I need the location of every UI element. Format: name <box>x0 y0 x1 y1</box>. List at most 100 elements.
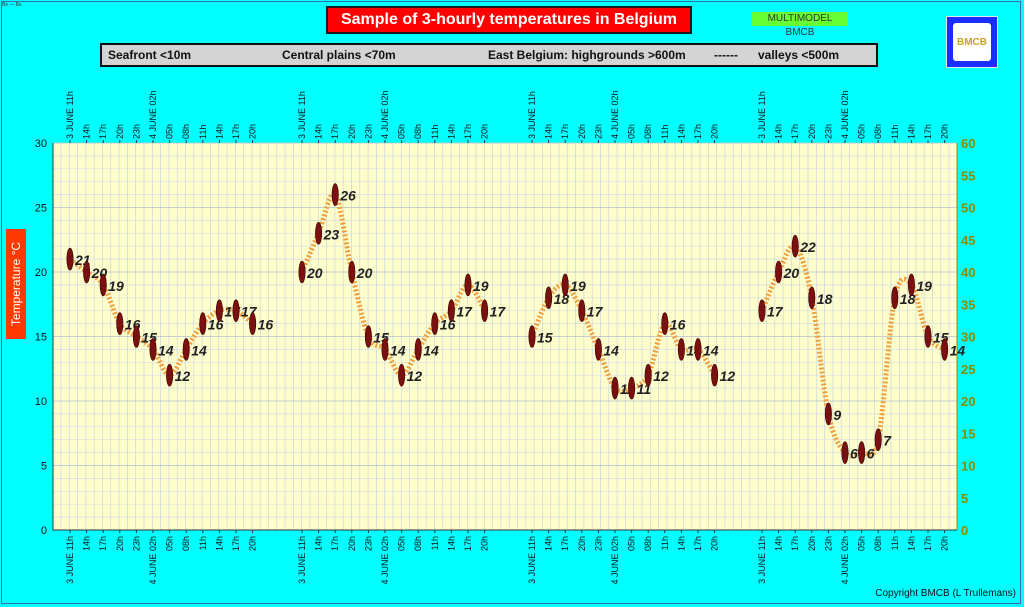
time-label-top: 11h <box>430 125 440 139</box>
legend-east: East Belgium: highgrounds >600m <box>488 48 686 62</box>
time-label-top: 17h <box>98 124 108 139</box>
time-label-bottom: 4 JUNE 02h <box>148 536 158 585</box>
data-point <box>414 338 422 361</box>
data-point <box>891 286 899 310</box>
data-point <box>249 312 257 335</box>
time-label-top: 17h <box>330 124 340 139</box>
time-label-top: 17h <box>923 124 933 139</box>
data-point <box>594 338 602 361</box>
data-point <box>545 286 553 310</box>
y2-tick-label: 30 <box>961 330 975 345</box>
data-point <box>166 363 174 387</box>
bmcb-logo: BMCB <box>946 16 998 68</box>
time-label-bottom: 05h <box>165 536 175 551</box>
data-point <box>132 325 140 348</box>
data-label: 20 <box>356 265 373 281</box>
time-label-top: 08h <box>643 124 653 139</box>
data-point <box>431 312 439 335</box>
data-point <box>941 338 949 361</box>
time-label-bottom: 4 JUNE 02h <box>840 536 850 585</box>
time-label-bottom: 23h <box>823 536 833 551</box>
data-label: 9 <box>833 407 841 423</box>
time-label-top: 23h <box>823 124 833 139</box>
data-point <box>644 363 652 387</box>
time-label-top: 20h <box>940 124 950 139</box>
time-label-top: 14h <box>774 124 784 139</box>
legend-central: Central plains <70m <box>282 48 396 62</box>
data-label: 16 <box>258 317 274 333</box>
data-point <box>694 338 702 361</box>
legend-bar: Seafront <10m Central plains <70m East B… <box>100 43 878 67</box>
y2-tick-label: 5 <box>961 491 968 506</box>
time-label-bottom: 14h <box>544 536 554 551</box>
time-label-top: 17h <box>560 124 570 139</box>
time-label-bottom: 3 JUNE 11h <box>65 536 75 584</box>
data-point <box>232 299 240 323</box>
time-label-bottom: 14h <box>314 536 324 551</box>
data-point <box>611 376 619 400</box>
data-point <box>398 363 406 387</box>
data-point <box>528 325 536 348</box>
data-point <box>578 299 586 323</box>
time-label-top: 05h <box>397 124 407 139</box>
data-point <box>348 260 356 284</box>
data-label: 17 <box>456 304 473 320</box>
data-point <box>364 325 372 348</box>
y2-tick-label: 10 <box>961 459 975 474</box>
time-label-bottom: 14h <box>214 536 224 551</box>
time-label-bottom: 3 JUNE 11h <box>297 536 307 584</box>
time-label-bottom: 20h <box>710 536 720 551</box>
data-label: 14 <box>423 342 439 358</box>
time-label-top: 11h <box>890 125 900 139</box>
y-axis-label-box: Temperature °C <box>6 229 26 339</box>
data-point <box>481 299 489 323</box>
data-label: 6 <box>850 446 858 462</box>
data-point <box>711 363 719 387</box>
time-label-top: 20h <box>710 124 720 139</box>
time-label-top: 05h <box>165 124 175 139</box>
data-label: 19 <box>473 278 489 294</box>
data-point <box>677 338 685 361</box>
time-label-top: 17h <box>463 124 473 139</box>
time-label-top: 08h <box>413 124 423 139</box>
data-label: 14 <box>703 342 719 358</box>
time-label-bottom: 14h <box>676 536 686 551</box>
data-point <box>628 376 636 400</box>
y-tick-label: 15 <box>35 332 47 344</box>
time-label-bottom: 11h <box>890 536 900 550</box>
data-point <box>116 312 124 335</box>
time-label-top: 05h <box>857 124 867 139</box>
time-label-top: 23h <box>131 124 141 139</box>
time-label-top: 17h <box>790 124 800 139</box>
y-tick-label: 0 <box>41 525 47 537</box>
time-label-top: 05h <box>627 124 637 139</box>
time-label-top: 4 JUNE 02h <box>148 90 158 139</box>
data-point <box>66 247 74 271</box>
time-label-bottom: 11h <box>198 536 208 550</box>
data-label: 7 <box>883 433 892 449</box>
multimodel-tag: MULTIMODEL BMCB <box>752 12 848 38</box>
time-label-bottom: 23h <box>593 536 603 551</box>
data-label: 19 <box>916 278 932 294</box>
time-label-top: 3 JUNE 11h <box>757 91 767 139</box>
time-label-bottom: 17h <box>463 536 473 551</box>
time-label-bottom: 20h <box>248 536 258 551</box>
y2-tick-label: 20 <box>961 394 975 409</box>
time-label-bottom: 17h <box>923 536 933 551</box>
time-label-top: 14h <box>676 124 686 139</box>
data-label: 12 <box>175 368 191 384</box>
data-point <box>858 441 866 464</box>
data-label: 12 <box>407 368 423 384</box>
time-label-top: 14h <box>214 124 224 139</box>
data-label: 12 <box>653 368 669 384</box>
data-point <box>561 273 569 297</box>
y-tick-label: 30 <box>35 138 47 150</box>
chart-title: Sample of 3-hourly temperatures in Belgi… <box>326 6 692 34</box>
data-label: 17 <box>490 304 507 320</box>
data-label: 19 <box>570 278 586 294</box>
data-label: 20 <box>306 265 323 281</box>
time-label-bottom: 4 JUNE 02h <box>380 536 390 585</box>
legend-seafront: Seafront <10m <box>108 48 192 62</box>
y2-tick-label: 60 <box>961 136 975 151</box>
data-label: 14 <box>191 342 207 358</box>
